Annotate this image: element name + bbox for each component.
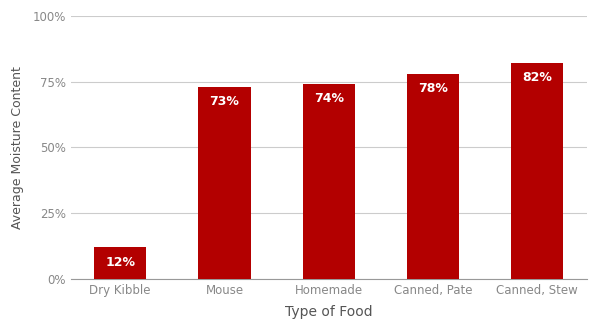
- Text: 74%: 74%: [314, 92, 344, 105]
- Y-axis label: Average Moisture Content: Average Moisture Content: [11, 66, 24, 229]
- X-axis label: Type of Food: Type of Food: [285, 305, 373, 319]
- Bar: [511, 63, 563, 279]
- Text: 82%: 82%: [523, 71, 553, 84]
- Bar: [407, 74, 459, 279]
- Text: 73%: 73%: [209, 95, 239, 108]
- Bar: [199, 87, 251, 279]
- Text: 12%: 12%: [105, 256, 135, 269]
- Bar: [94, 247, 147, 279]
- Text: 78%: 78%: [418, 82, 448, 95]
- Bar: [303, 84, 355, 279]
